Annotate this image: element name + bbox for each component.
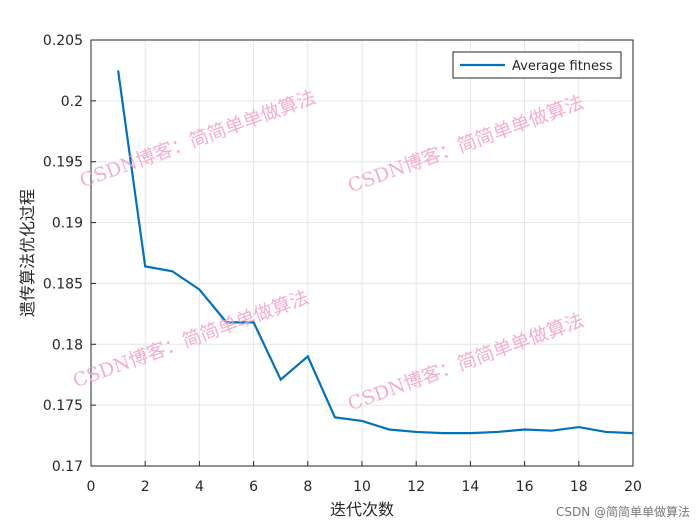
x-tick-label: 12 <box>407 479 425 495</box>
x-tick-label: 18 <box>570 479 588 495</box>
axes-box <box>90 39 634 467</box>
x-tick-label: 16 <box>516 479 534 495</box>
x-tick-label: 14 <box>461 479 479 495</box>
y-tick-label: 0.195 <box>43 155 83 171</box>
x-tick-label: 6 <box>249 479 258 495</box>
x-axis-label: 迭代次数 <box>330 500 394 519</box>
x-tick-label: 20 <box>624 479 642 495</box>
y-tick-label: 0.205 <box>43 33 83 49</box>
y-axis-label: 遗传算法优化过程 <box>18 189 37 317</box>
x-tick-label: 8 <box>303 479 312 495</box>
x-tick-label: 4 <box>195 479 204 495</box>
y-tick-label: 0.2 <box>61 94 83 110</box>
x-tick-label: 10 <box>353 479 371 495</box>
legend-label: Average fitness <box>512 59 613 74</box>
y-tick-label: 0.17 <box>52 459 83 475</box>
y-tick-label: 0.19 <box>52 216 83 232</box>
data-line <box>117 70 634 435</box>
y-tick-label: 0.185 <box>43 276 83 292</box>
footer: CSDN @简简单单做算法 <box>556 504 690 519</box>
x-tick-label: 0 <box>87 479 96 495</box>
y-tick-label: 0.175 <box>43 398 83 414</box>
x-tick-label: 2 <box>141 479 150 495</box>
y-tick-label: 0.18 <box>52 337 83 353</box>
